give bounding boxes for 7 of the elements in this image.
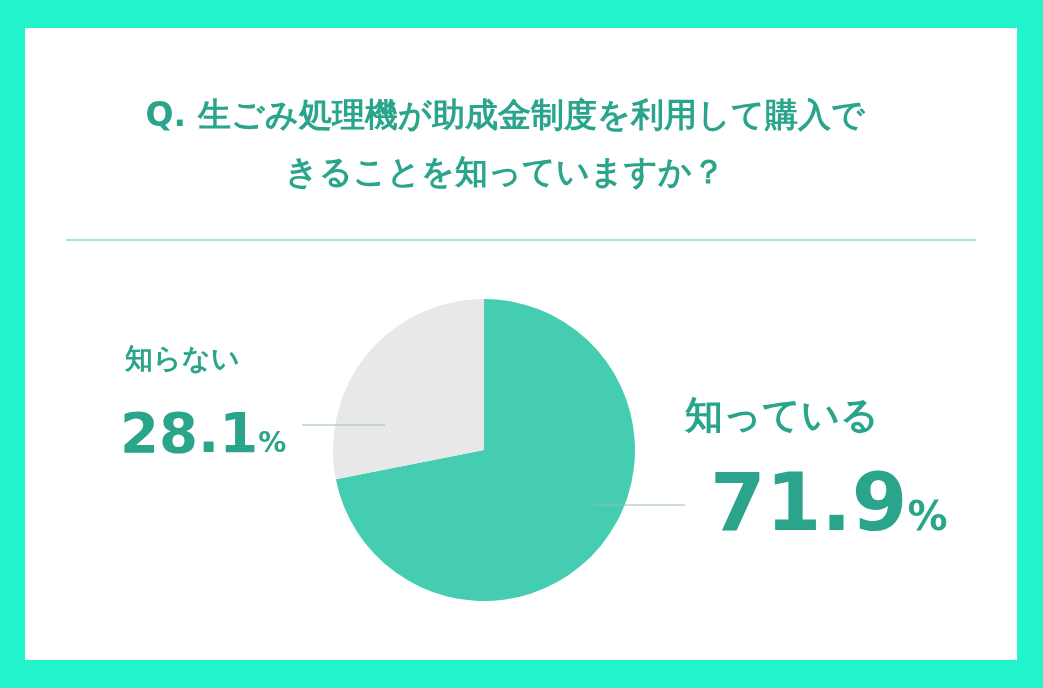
data-label: 28.1% bbox=[120, 400, 287, 465]
slice-label: 知っている bbox=[684, 393, 879, 437]
chart-title: Q. 生ごみ処理機が助成金制度を利用して購入できることを知っていますか？ bbox=[145, 95, 866, 191]
pie-slice bbox=[333, 299, 484, 480]
slice-label: 知らない bbox=[124, 342, 240, 375]
data-label: 71.9% bbox=[710, 456, 948, 549]
pie-slice bbox=[335, 299, 635, 601]
